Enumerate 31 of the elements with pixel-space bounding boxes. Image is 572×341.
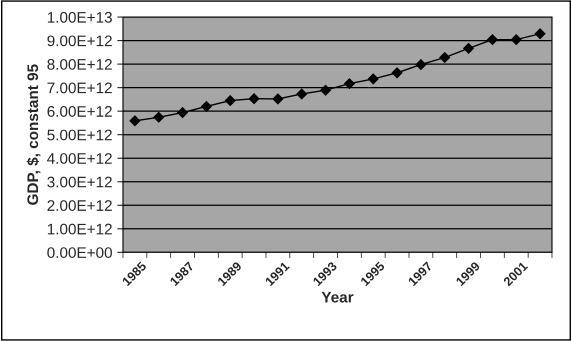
point — [368, 74, 379, 84]
y-tick-label: 9.00E+12 — [47, 35, 112, 46]
point — [224, 95, 236, 106]
point — [129, 115, 140, 126]
point — [200, 101, 212, 112]
point — [320, 84, 331, 96]
y-tick-label: 3.00E+12 — [47, 176, 112, 188]
point — [415, 59, 426, 70]
y-tick-label: 2.00E+12 — [47, 200, 112, 211]
y-axis-title: GDP, $, constant 95 — [26, 64, 40, 205]
y-tick-label: 1.00E+12 — [48, 224, 112, 234]
point — [177, 107, 188, 118]
y-tick-label: 8.00E+12 — [47, 58, 112, 70]
point — [153, 112, 164, 123]
y-tick-label: 1.00E+13 — [48, 12, 112, 23]
point — [392, 67, 402, 78]
y-tick-label: 4.00E+12 — [47, 153, 112, 164]
y-tick-label: 0.00E+00 — [47, 247, 112, 258]
point — [272, 94, 284, 104]
point — [486, 34, 498, 46]
point — [248, 93, 260, 104]
y-tick-label: 7.00E+12 — [48, 82, 112, 94]
point — [344, 78, 355, 90]
point — [296, 88, 308, 100]
point — [534, 28, 546, 40]
point — [510, 34, 522, 46]
point — [463, 42, 474, 54]
y-tick-label: 5.00E+12 — [47, 130, 112, 140]
y-tick-label: 6.00E+12 — [48, 106, 112, 117]
x-axis-title: Year — [322, 292, 354, 303]
point — [439, 52, 450, 63]
